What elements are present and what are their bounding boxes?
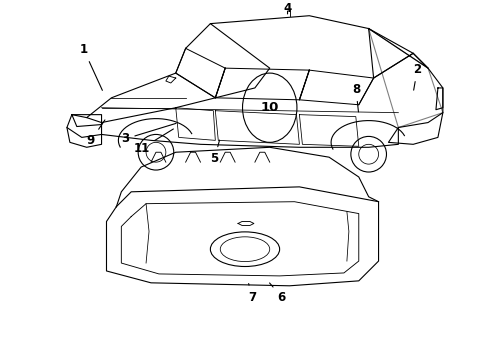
Text: 7: 7 bbox=[248, 284, 256, 303]
Text: 9: 9 bbox=[87, 120, 105, 147]
Text: 4: 4 bbox=[283, 2, 292, 15]
Text: 5: 5 bbox=[210, 140, 220, 165]
Text: 3: 3 bbox=[122, 123, 176, 145]
Text: 11: 11 bbox=[133, 129, 173, 155]
Text: 2: 2 bbox=[413, 63, 421, 90]
Text: 8: 8 bbox=[352, 83, 360, 112]
Text: 6: 6 bbox=[270, 283, 286, 303]
Text: 10: 10 bbox=[261, 101, 279, 114]
Text: 1: 1 bbox=[80, 43, 102, 90]
